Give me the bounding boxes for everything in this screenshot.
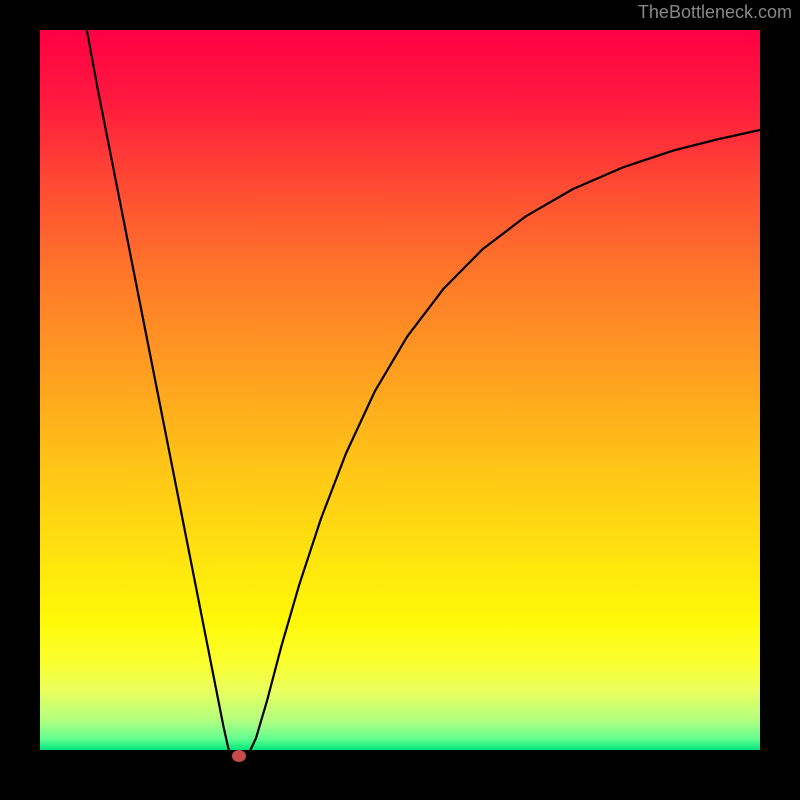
bottleneck-chart bbox=[40, 30, 760, 760]
attribution-text: TheBottleneck.com bbox=[638, 2, 792, 23]
optimal-point-marker bbox=[232, 750, 246, 762]
bottleneck-curve bbox=[40, 30, 760, 760]
